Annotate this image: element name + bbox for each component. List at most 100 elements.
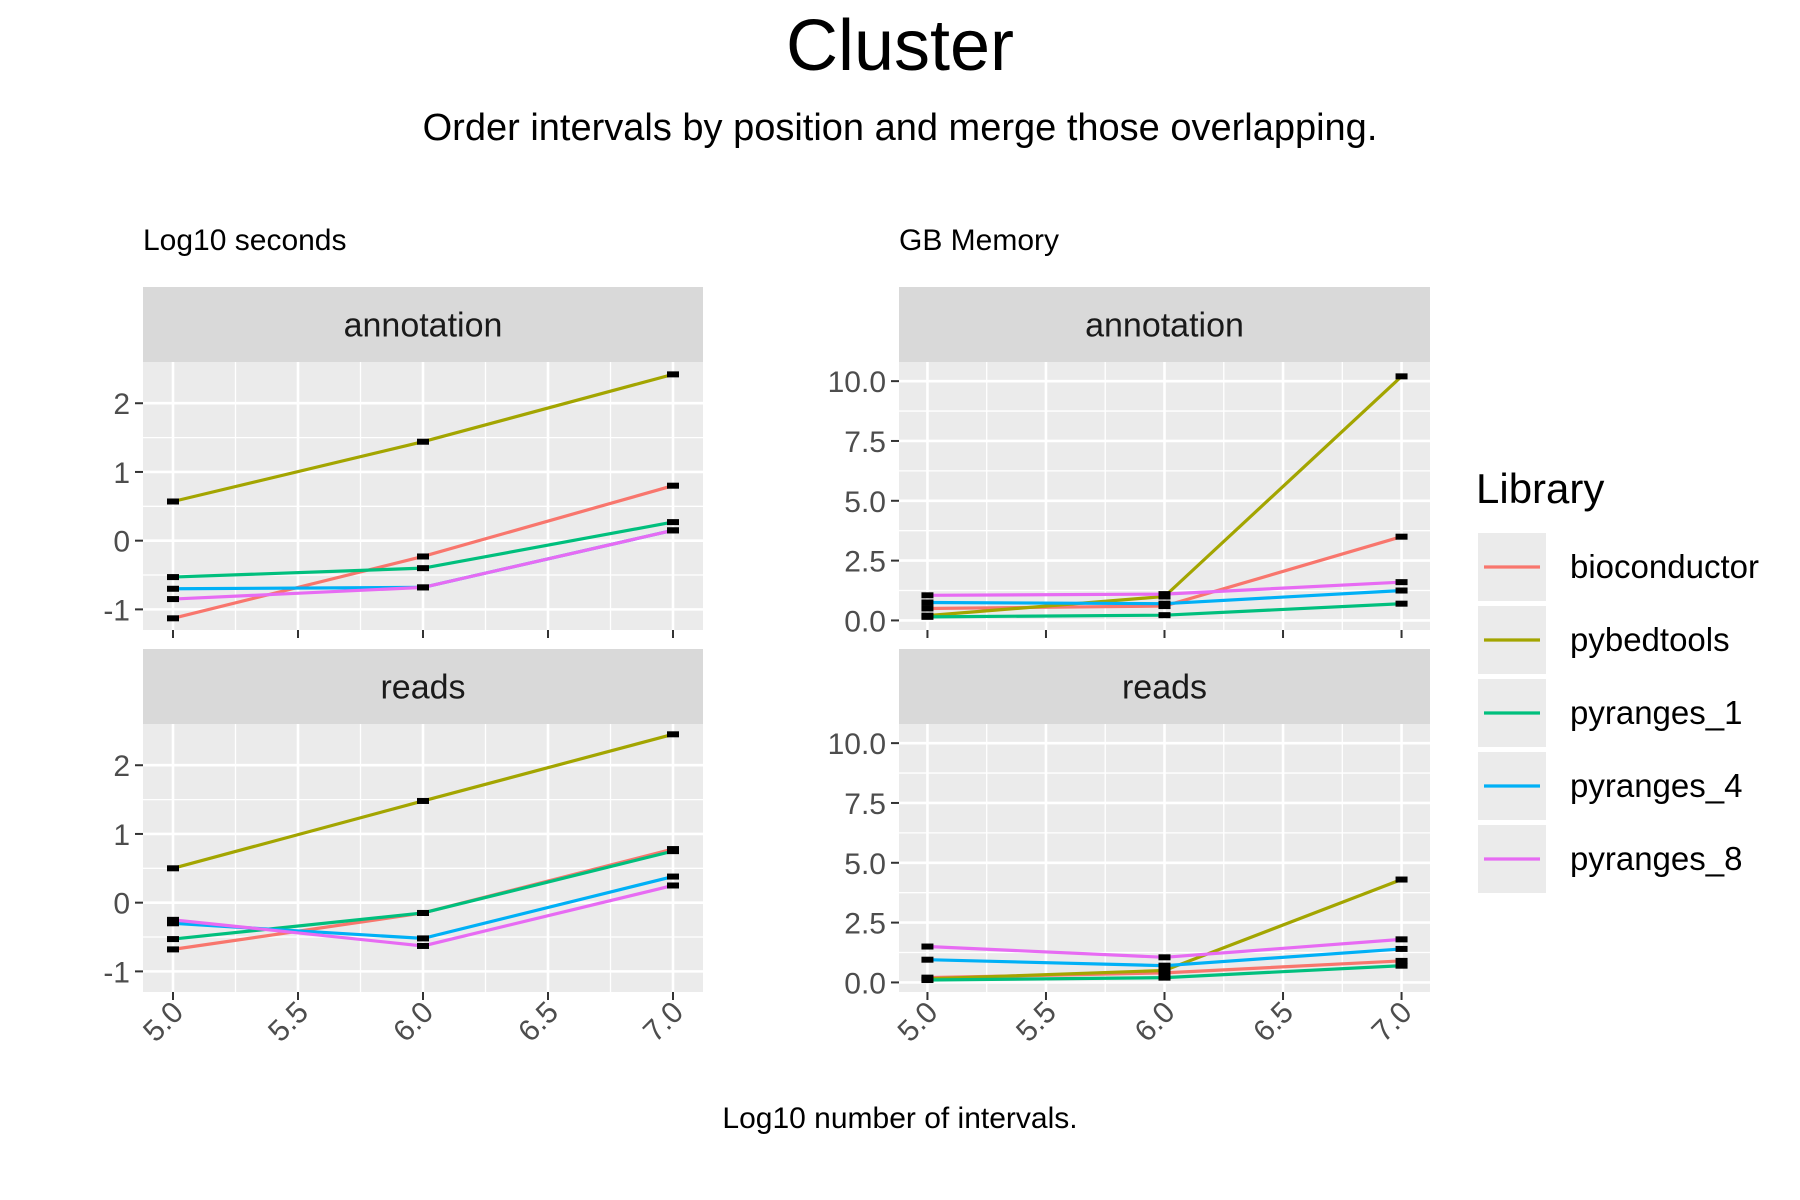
error-bar-pyranges_4 xyxy=(921,599,934,606)
error-bar-pyranges_4 xyxy=(1395,587,1408,594)
y-tick-label: 10.0 xyxy=(828,366,886,399)
panel-reads-1: reads -1 0 1 2 5.0 5.5 6.0 6.5 7.0 xyxy=(103,649,703,1048)
error-bar-pyranges_8 xyxy=(667,882,679,889)
error-bar-pyranges_4 xyxy=(1158,600,1171,607)
error-bar-pyranges_4 xyxy=(417,935,429,942)
y-tick-label: 2 xyxy=(113,388,130,421)
x-tick-label: 6.5 xyxy=(512,996,565,1049)
error-bar-bioconductor xyxy=(417,553,429,560)
error-bar-pyranges_1 xyxy=(417,565,429,572)
x-tick-label: 6.5 xyxy=(1247,996,1300,1049)
y-tick-label: 2.5 xyxy=(844,546,886,579)
error-bar-pyranges_8 xyxy=(417,584,429,591)
error-bar-pyranges_1 xyxy=(921,613,934,620)
error-bar-pybedtools xyxy=(667,371,679,378)
error-bar-bioconductor xyxy=(921,605,934,612)
error-bar-pybedtools xyxy=(1158,967,1171,974)
error-bar-bioconductor xyxy=(667,482,679,489)
error-bar-bioconductor xyxy=(1395,957,1408,964)
error-bar-pybedtools xyxy=(667,731,679,738)
error-bar-pyranges_4 xyxy=(1158,962,1171,969)
error-bar-bioconductor xyxy=(167,946,179,953)
error-bar-pyranges_8 xyxy=(1395,579,1408,586)
y-tick-label: 5.0 xyxy=(844,486,886,519)
error-bar-pyranges_1 xyxy=(1158,974,1171,981)
chart-subtitle: Order intervals by position and merge th… xyxy=(422,107,1378,149)
x-tick-label: 5.0 xyxy=(892,996,945,1049)
x-tick-label: 6.0 xyxy=(387,996,440,1049)
x-tick-label: 5.5 xyxy=(1010,996,1063,1049)
error-bar-bioconductor xyxy=(167,615,179,622)
error-bar-pyranges_8 xyxy=(921,592,934,599)
x-tick-label: 7.0 xyxy=(1366,996,1419,1049)
panel-annotation-2: annotation 0.0 2.5 5.0 7.5 10.0 xyxy=(828,287,1430,638)
error-bar-pybedtools xyxy=(1395,373,1408,380)
y-tick-label: 2 xyxy=(113,750,130,783)
error-bar-pyranges_4 xyxy=(667,873,679,880)
x-axis-label: Log10 number of intervals. xyxy=(722,1102,1078,1135)
error-bar-bioconductor xyxy=(1395,533,1408,540)
error-bar-pyranges_8 xyxy=(667,527,679,534)
error-bar-pyranges_1 xyxy=(167,936,179,943)
legend-entry-label: pyranges_1 xyxy=(1570,694,1742,731)
facet-strip xyxy=(143,649,703,724)
legend-entry-label: pybedtools xyxy=(1570,621,1730,658)
error-bar-pyranges_1 xyxy=(1395,962,1408,969)
error-bar-pyranges_1 xyxy=(167,574,179,581)
panel-reads-3: reads 0.0 2.5 5.0 7.5 10.0 5.0 5.5 6.0 6.5 7.0 xyxy=(828,649,1430,1048)
error-bar-pyranges_8 xyxy=(417,942,429,949)
y-tick-label: 7.5 xyxy=(844,788,886,821)
panel-label-memory: GB Memory xyxy=(899,224,1060,257)
error-bar-pyranges_8 xyxy=(921,943,934,950)
panel-annotation-0: annotation -1 0 1 2 xyxy=(103,287,703,638)
x-tick-label: 5.5 xyxy=(262,996,315,1049)
x-tick-label: 5.0 xyxy=(137,996,190,1049)
legend-entry-label: pyranges_8 xyxy=(1570,840,1742,877)
error-bar-pyranges_8 xyxy=(1158,954,1171,961)
error-bar-pyranges_1 xyxy=(417,909,429,916)
legend-entry-label: pyranges_4 xyxy=(1570,767,1742,804)
panel-label-seconds: Log10 seconds xyxy=(143,224,347,257)
x-tick-label: 7.0 xyxy=(637,996,690,1049)
y-tick-label: 7.5 xyxy=(844,426,886,459)
error-bar-pyranges_8 xyxy=(1395,936,1408,943)
error-bar-pybedtools xyxy=(1395,876,1408,883)
facet-strip-label: reads xyxy=(380,669,465,707)
facet-strip xyxy=(143,287,703,362)
error-bar-pyranges_4 xyxy=(167,585,179,592)
error-bar-pyranges_4 xyxy=(167,920,179,927)
error-bar-pyranges_8 xyxy=(167,916,179,923)
facet-strip-label: annotation xyxy=(344,307,503,345)
error-bar-pyranges_1 xyxy=(1158,612,1171,619)
y-tick-label: 10.0 xyxy=(828,728,886,761)
y-tick-label: 1 xyxy=(113,819,130,852)
y-tick-label: 5.0 xyxy=(844,848,886,881)
error-bar-pybedtools xyxy=(167,498,179,505)
y-tick-label: -1 xyxy=(103,956,130,989)
error-bar-pyranges_8 xyxy=(1158,591,1171,598)
legend-title: Library xyxy=(1476,465,1604,512)
y-tick-label: 0 xyxy=(113,526,130,559)
error-bar-pyranges_4 xyxy=(1395,945,1408,952)
facet-strip xyxy=(899,649,1430,724)
error-bar-pybedtools xyxy=(417,438,429,445)
error-bar-pyranges_8 xyxy=(167,596,179,603)
y-tick-label: 0 xyxy=(113,888,130,921)
error-bar-pyranges_1 xyxy=(667,848,679,855)
legend: Library bioconductor pybedtools pyranges_1p… xyxy=(1476,465,1759,893)
error-bar-pyranges_1 xyxy=(1395,600,1408,607)
error-bar-pybedtools xyxy=(417,797,429,804)
y-tick-label: 1 xyxy=(113,457,130,490)
x-tick-label: 6.0 xyxy=(1129,996,1182,1049)
chart-title: Cluster xyxy=(785,6,1015,86)
legend-entry-label: bioconductor xyxy=(1570,548,1759,585)
facet-strip-label: annotation xyxy=(1085,307,1244,345)
facet-strip xyxy=(899,287,1430,362)
facet-strip-label: reads xyxy=(1122,669,1207,707)
error-bar-pyranges_4 xyxy=(921,956,934,963)
error-bar-pyranges_1 xyxy=(921,977,934,984)
error-bar-pybedtools xyxy=(167,865,179,872)
y-tick-label: 2.5 xyxy=(844,908,886,941)
y-tick-label: 0.0 xyxy=(844,605,886,638)
